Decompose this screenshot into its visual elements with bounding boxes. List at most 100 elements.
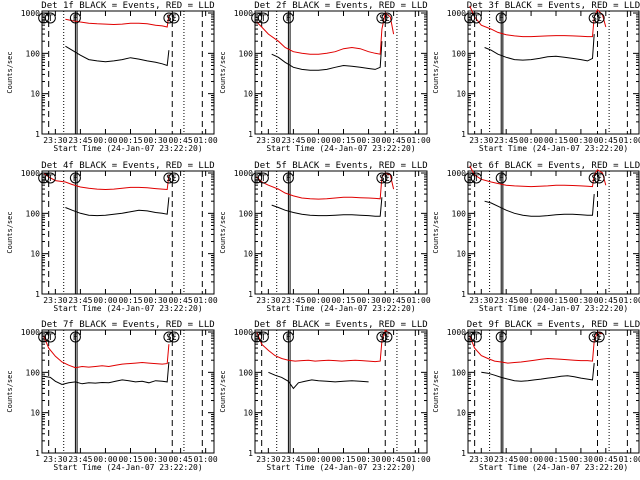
x-tick-label: 00:45	[594, 136, 618, 145]
interval-marker-circle	[38, 12, 50, 24]
x-tick-label: 00:30	[144, 296, 168, 305]
y-tick-label: 1	[248, 449, 253, 458]
series-events	[484, 194, 595, 217]
y-axis-label: Counts/sec	[432, 211, 440, 253]
interval-marker-label: F	[286, 333, 291, 343]
interval-marker-circle	[282, 172, 294, 184]
interval-marker-label: T	[261, 333, 267, 343]
interval-marker-circle	[69, 172, 81, 184]
interval-marker-label: S	[254, 174, 259, 184]
plot-frame	[41, 329, 215, 454]
interval-marker-circle	[470, 12, 482, 24]
y-tick-label: 10	[243, 250, 253, 259]
x-tick-label: 23:30	[256, 455, 280, 464]
series-events	[43, 361, 170, 386]
x-tick-label: 01:00	[194, 455, 218, 464]
detector-panel-6: Det 6f BLACK = Events, RED = LLD Counts/s…	[432, 161, 640, 313]
series-lld	[256, 172, 395, 200]
x-tick-label: 00:30	[569, 296, 593, 305]
interval-marker-label: T	[474, 14, 480, 24]
y-tick-label: 1000	[21, 169, 40, 178]
x-tick-label: 00:00	[519, 455, 543, 464]
panel-title: Det 3f BLACK = Events, RED = LLD	[467, 1, 640, 11]
plot-frame	[254, 170, 428, 295]
y-axis-label: Counts/sec	[219, 211, 227, 253]
y-axis-label: Counts/sec	[432, 370, 440, 412]
interval-marker-label: S	[254, 333, 259, 343]
x-tick-label: 00:45	[382, 455, 406, 464]
x-tick-label: 00:00	[306, 136, 330, 145]
y-tick-label: 100	[239, 49, 254, 58]
x-tick-label: 01:00	[619, 296, 640, 305]
interval-marker-circle	[69, 331, 81, 343]
x-tick-label: 00:30	[357, 296, 381, 305]
x-tick-label: 23:30	[43, 136, 67, 145]
panel-title: Det 9f BLACK = Events, RED = LLD	[467, 320, 640, 330]
interval-marker-circle	[44, 172, 56, 184]
series-events	[65, 197, 170, 217]
interval-marker-circle	[495, 331, 507, 343]
x-tick-label: 00:15	[118, 455, 142, 464]
y-tick-label: 1000	[447, 9, 466, 18]
y-tick-label: 10	[30, 409, 40, 418]
plot-frame	[41, 10, 215, 135]
detector-panel-8: Det 8f BLACK = Events, RED = LLD Counts/s…	[219, 320, 431, 472]
interval-marker-label: S	[254, 14, 259, 24]
interval-marker-circle	[593, 331, 605, 343]
y-tick-label: 1	[248, 130, 253, 139]
interval-marker-label: E	[171, 333, 176, 343]
interval-marker-circle	[464, 12, 476, 24]
y-axis-label: Counts/sec	[432, 51, 440, 93]
interval-marker-circle	[163, 172, 175, 184]
interval-marker-label: E	[384, 14, 389, 24]
y-tick-label: 10	[456, 90, 466, 99]
x-tick-label: 00:45	[169, 455, 193, 464]
y-tick-label: 1000	[234, 9, 253, 18]
interval-marker-circle	[257, 172, 269, 184]
interval-marker-label: F	[286, 174, 291, 184]
y-tick-label: 1	[35, 290, 40, 299]
interval-marker-label: F	[73, 333, 78, 343]
series-events	[65, 45, 170, 67]
x-tick-label: 00:30	[569, 455, 593, 464]
y-tick-label: 1	[248, 290, 253, 299]
interval-marker-label: S	[41, 174, 46, 184]
interval-marker-label: F	[498, 174, 503, 184]
interval-marker-circle	[163, 331, 175, 343]
y-tick-label: 10	[243, 90, 253, 99]
interval-marker-circle	[168, 12, 180, 24]
interval-marker-label: E	[596, 333, 601, 343]
x-tick-label: 23:30	[43, 455, 67, 464]
x-axis-label: Start Time (24-Jan-07 23:22:20)	[479, 463, 628, 472]
detector-panel-5: Det 5f BLACK = Events, RED = LLD Counts/s…	[219, 161, 431, 313]
x-tick-label: 01:00	[407, 136, 431, 145]
x-tick-label: 00:30	[569, 136, 593, 145]
x-tick-label: 00:30	[144, 136, 168, 145]
y-tick-label: 10	[243, 409, 253, 418]
y-tick-label: 100	[26, 209, 41, 218]
interval-marker-circle	[464, 172, 476, 184]
series-lld	[256, 329, 391, 363]
y-tick-label: 1	[461, 449, 466, 458]
series-lld	[469, 331, 603, 364]
series-events	[271, 197, 383, 217]
x-tick-label: 00:00	[519, 136, 543, 145]
x-tick-label: 23:45	[68, 455, 92, 464]
x-tick-label: 00:45	[169, 296, 193, 305]
x-tick-label: 01:00	[619, 136, 640, 145]
x-tick-label: 00:15	[331, 296, 355, 305]
x-tick-label: 00:15	[544, 136, 568, 145]
interval-marker-circle	[588, 331, 600, 343]
series-events	[271, 41, 383, 71]
plot-frame	[254, 329, 428, 454]
detector-panel-4: Det 4f BLACK = Events, RED = LLD Counts/s…	[6, 161, 218, 313]
x-tick-label: 00:30	[144, 455, 168, 464]
panel-title: Det 5f BLACK = Events, RED = LLD	[254, 161, 427, 171]
x-tick-label: 00:45	[382, 296, 406, 305]
y-tick-label: 1	[35, 449, 40, 458]
interval-marker-label: T	[261, 174, 267, 184]
x-tick-label: 23:30	[469, 455, 493, 464]
interval-marker-label: F	[73, 174, 78, 184]
x-tick-label: 23:45	[494, 455, 518, 464]
